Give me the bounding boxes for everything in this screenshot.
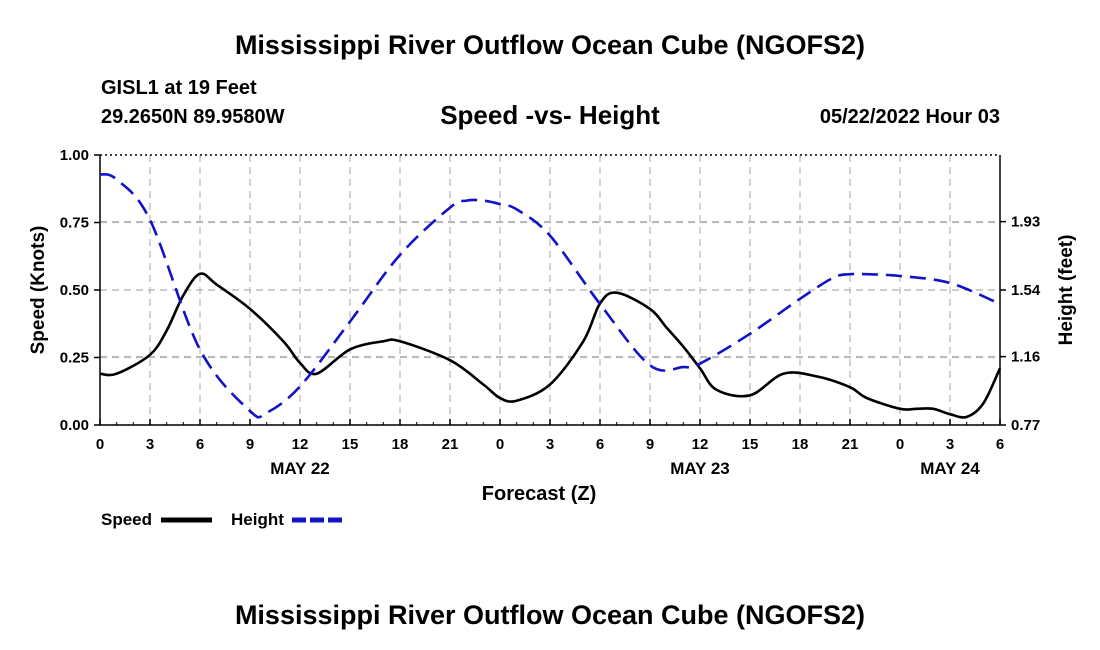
x-tick-label: 3	[946, 436, 954, 453]
x-date-label: MAY 23	[670, 459, 730, 478]
y-tick-label: 1.00	[60, 147, 89, 164]
x-tick-label: 18	[792, 436, 809, 453]
y-axis-title: Speed (Knots)	[28, 226, 49, 355]
y-tick-label: 0.00	[60, 417, 89, 434]
x-axis-title: Forecast (Z)	[482, 483, 596, 505]
x-tick-label: 0	[96, 436, 104, 453]
chart-title: Mississippi River Outflow Ocean Cube (NG…	[234, 30, 866, 60]
y2-tick-label: 0.77	[1011, 417, 1040, 434]
station-coordinates: 29.2650N 89.9580W	[101, 106, 285, 128]
y2-tick-label: 1.16	[1011, 349, 1040, 366]
x-tick-label: 6	[996, 436, 1004, 453]
legend-label-height: Height	[231, 510, 284, 529]
x-tick-label: 0	[896, 436, 904, 453]
x-tick-label: 21	[442, 436, 459, 453]
y-tick-label: 0.25	[60, 350, 89, 367]
x-tick-label: 12	[692, 436, 709, 453]
x-tick-label: 15	[742, 436, 759, 453]
y2-tick-label: 1.93	[1011, 214, 1040, 231]
x-tick-label: 18	[392, 436, 409, 453]
y-tick-label: 0.75	[60, 215, 89, 232]
x-tick-label: 9	[646, 436, 654, 453]
x-tick-label: 15	[342, 436, 359, 453]
x-tick-label: 12	[292, 436, 309, 453]
x-tick-label: 6	[596, 436, 604, 453]
x-tick-label: 6	[196, 436, 204, 453]
x-tick-label: 3	[146, 436, 154, 453]
chart-subtitle: Speed -vs- Height	[440, 100, 660, 130]
footer-chart-title: Mississippi River Outflow Ocean Cube (NG…	[234, 600, 866, 630]
y2-tick-label: 1.54	[1011, 282, 1041, 299]
series-line-height	[99, 173, 1001, 419]
y-tick-label: 0.50	[60, 282, 89, 299]
forecast-timestamp: 05/22/2022 Hour 03	[819, 106, 1000, 128]
x-tick-label: 21	[842, 436, 859, 453]
x-tick-label: 3	[546, 436, 554, 453]
x-date-label: MAY 22	[270, 459, 330, 478]
x-tick-label: 0	[496, 436, 504, 453]
y2-axis-title: Height (feet)	[1056, 235, 1077, 346]
station-label: GISL1 at 19 Feet	[101, 77, 257, 99]
series-line-speed	[99, 272, 1002, 419]
legend-label-speed: Speed	[101, 510, 152, 529]
x-date-label: MAY 24	[920, 459, 980, 478]
x-tick-label: 9	[246, 436, 254, 453]
